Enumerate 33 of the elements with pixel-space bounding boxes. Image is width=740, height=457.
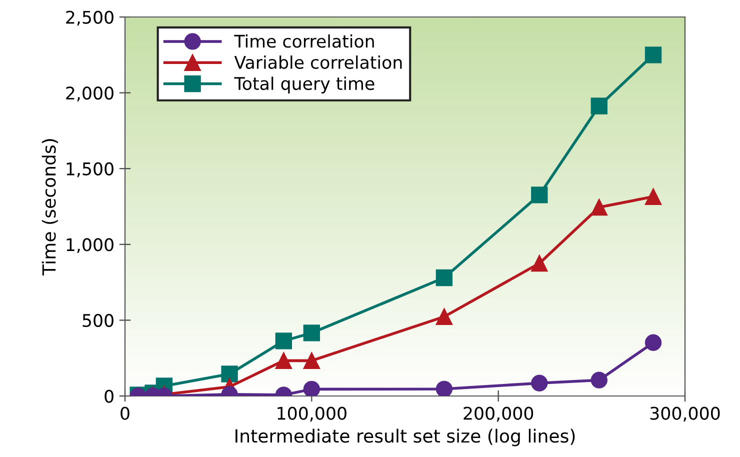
point: [531, 255, 548, 272]
y-tick-label: 2,000: [66, 86, 114, 102]
point: [436, 380, 453, 396]
legend-label: Total query time: [234, 76, 374, 94]
x-tick-label: 0: [120, 406, 130, 420]
point: [590, 98, 608, 114]
point: [275, 332, 292, 350]
point: [303, 352, 320, 370]
point: [590, 198, 608, 216]
y-tick-label: 500: [82, 314, 114, 328]
point: [531, 374, 548, 392]
point: [221, 366, 238, 382]
point: [644, 334, 662, 351]
legend-label: Time correlation: [234, 34, 374, 48]
x-tick-label: 300,000: [650, 406, 720, 422]
point: [303, 324, 320, 342]
point: [531, 186, 548, 204]
point: [436, 308, 453, 326]
x-axis-title: Intermediate result set size (log lines): [236, 428, 575, 446]
point: [275, 352, 292, 370]
point: [644, 46, 662, 64]
y-axis-title: Time (seconds): [42, 139, 58, 276]
x-tick-label: 100,000: [278, 406, 346, 422]
y-tick-label: 0: [104, 390, 114, 403]
point: [644, 188, 662, 205]
y-tick-label: 1,500: [66, 162, 114, 178]
point: [303, 380, 320, 396]
point: [590, 372, 608, 388]
y-tick-label: 2,500: [66, 10, 114, 26]
point: [436, 269, 453, 286]
legend-label: Variable correlation: [234, 56, 402, 69]
x-tick-label: 200,000: [464, 406, 534, 422]
y-tick-label: 1,000: [66, 238, 114, 254]
